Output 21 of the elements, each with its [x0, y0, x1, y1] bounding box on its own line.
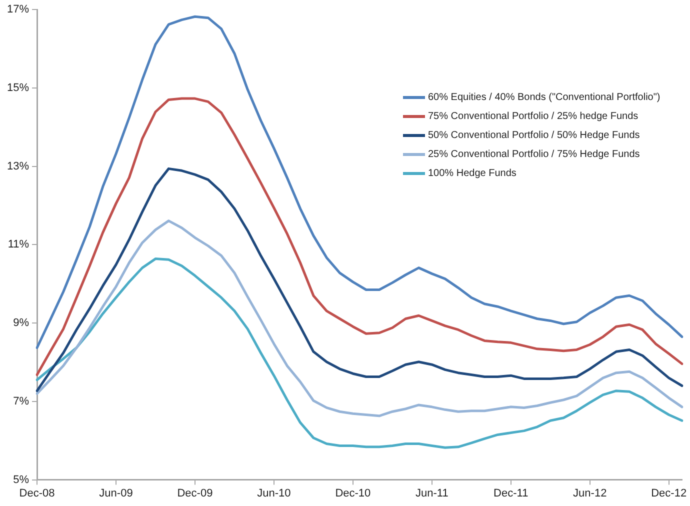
y-tick-label: 5%: [13, 474, 30, 486]
x-tick-label: Dec-10: [335, 487, 371, 500]
legend-label: 100% Hedge Funds: [428, 168, 516, 179]
x-tick-label: Dec-09: [177, 487, 213, 500]
x-tick-label: Jun-11: [415, 487, 448, 500]
y-tick-label: 13%: [6, 160, 30, 172]
y-tick-label: 15%: [6, 82, 30, 94]
x-tick-label: Dec-08: [19, 487, 55, 500]
x-tick-label: Jun-09: [99, 487, 133, 500]
y-tick-label: 7%: [13, 395, 30, 408]
y-tick-label: 17%: [6, 4, 30, 16]
x-tick-label: Dec-12: [651, 487, 687, 500]
x-tick-label: Jun-12: [573, 487, 607, 500]
legend-label: 75% Conventional Portfolio / 25% hedge Funds: [428, 111, 638, 122]
legend-label: 60% Equities / 40% Bonds ("Conventional Portfolio"): [428, 92, 660, 103]
legend-label: 25% Conventional Portfolio / 75% Hedge Funds: [428, 149, 640, 160]
legend-label: 50% Conventional Portfolio / 50% Hedge Funds: [428, 130, 640, 141]
y-tick-label: 11%: [8, 238, 30, 251]
x-tick-label: Dec-11: [494, 487, 528, 500]
x-tick-label: Jun-10: [257, 487, 291, 500]
y-tick-label: 9%: [13, 317, 30, 330]
